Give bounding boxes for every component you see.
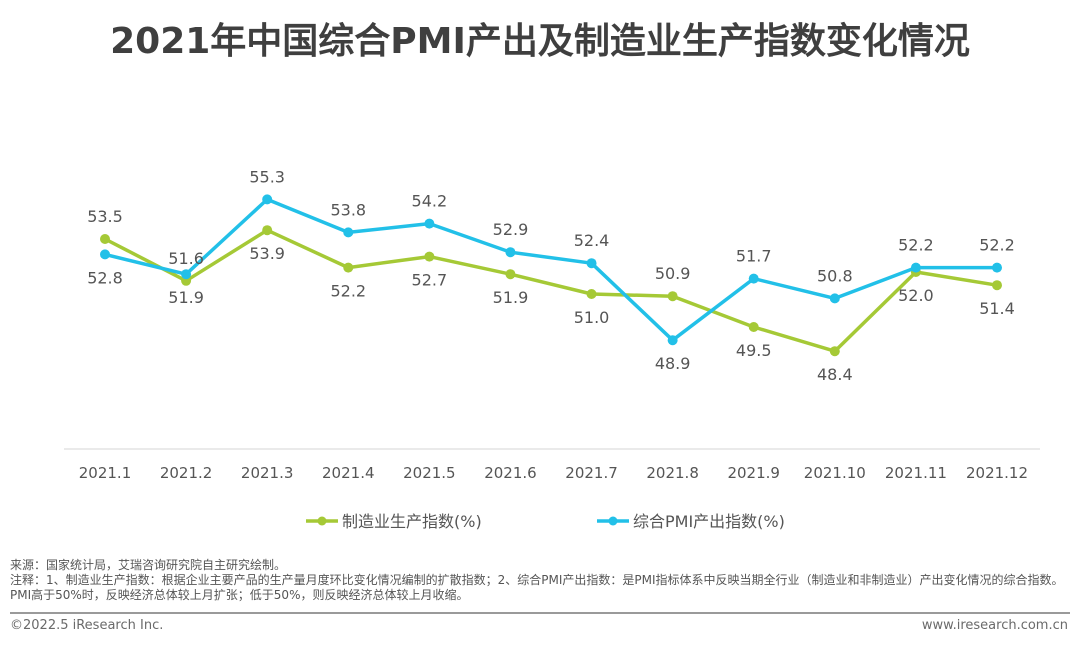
data-label: 52.8: [87, 268, 123, 287]
x-tick-label: 2021.7: [565, 464, 618, 482]
legend-label: 制造业生产指数(%): [342, 512, 482, 531]
series-layer: [100, 194, 1002, 357]
data-label: 48.4: [817, 365, 853, 384]
data-point[interactable]: [505, 269, 516, 280]
data-point[interactable]: [829, 346, 840, 357]
x-tick-label: 2021.3: [241, 464, 294, 482]
data-point[interactable]: [667, 291, 678, 302]
series-line: [104, 197, 997, 342]
data-label: 51.9: [168, 288, 204, 307]
annotation-note: 注释：1、制造业生产指数：根据企业主要产品的生产量月度环比变化情况编制的扩散指数…: [10, 573, 1064, 602]
data-point[interactable]: [829, 293, 840, 304]
data-point[interactable]: [992, 280, 1002, 291]
data-point[interactable]: [424, 218, 435, 229]
data-label: 52.2: [979, 236, 1015, 255]
x-tick-label: 2021.10: [804, 464, 866, 482]
legend-marker-icon: [608, 516, 618, 526]
data-point[interactable]: [343, 227, 354, 238]
data-label: 52.9: [493, 220, 529, 239]
data-point[interactable]: [181, 269, 192, 280]
x-tick-label: 2021.4: [322, 464, 375, 482]
data-label: 51.4: [979, 299, 1015, 318]
data-label: 50.9: [655, 264, 691, 283]
x-tick-label: 2021.5: [403, 464, 456, 482]
data-label: 53.9: [249, 244, 285, 263]
x-tick-label: 2021.9: [727, 464, 780, 482]
data-label: 54.2: [412, 192, 448, 211]
data-label: 53.8: [330, 200, 366, 219]
data-label: 52.0: [898, 286, 934, 305]
series-line: [104, 228, 998, 353]
legend-label: 综合PMI产出指数(%): [633, 512, 785, 531]
chart-title: 2021年中国综合PMI产出及制造业生产指数变化情况: [110, 21, 970, 62]
x-tick-label: 2021.12: [966, 464, 1028, 482]
data-point[interactable]: [100, 249, 110, 260]
data-label: 50.8: [817, 266, 853, 285]
copyright: ©2022.5 iResearch Inc.: [10, 618, 164, 633]
data-labels: 53.5 51.6 53.9 52.2 52.7 51.9 51.0 50.9 49.5 48.4…: [87, 167, 1015, 384]
data-point[interactable]: [992, 262, 1002, 273]
x-tick-label: 2021.1: [79, 464, 132, 482]
x-tick-label: 2021.8: [646, 464, 699, 482]
data-point[interactable]: [748, 273, 759, 284]
data-point[interactable]: [505, 247, 516, 258]
data-point[interactable]: [100, 234, 110, 244]
data-point[interactable]: [586, 289, 597, 299]
data-label: 52.2: [330, 282, 366, 301]
data-point[interactable]: [262, 225, 273, 236]
data-point[interactable]: [910, 262, 921, 273]
data-label: 49.5: [736, 341, 772, 360]
website-link[interactable]: www.iresearch.com.cn: [921, 618, 1068, 633]
data-label: 51.7: [736, 247, 772, 266]
series-1: [100, 194, 1002, 346]
notes: 来源：国家统计局，艾瑞咨询研究院自主研究绘制。 注释：1、制造业生产指数：根据企…: [10, 558, 1070, 603]
line-chart: 2021.1 2021.2 2021.3 2021.4 2021.5 2021.6 2021…: [64, 167, 1040, 531]
data-label: 51.9: [493, 288, 529, 307]
footer-divider: [10, 612, 1070, 614]
x-axis-ticks: 2021.1 2021.2 2021.3 2021.4 2021.5 2021.6 2021…: [79, 464, 1028, 482]
data-label: 55.3: [249, 167, 285, 186]
legend-item[interactable]: 综合PMI产出指数(%): [597, 512, 785, 531]
data-point[interactable]: [667, 335, 678, 346]
data-point[interactable]: [262, 194, 273, 205]
data-label: 53.5: [87, 207, 123, 226]
data-label: 52.4: [574, 231, 610, 250]
series-0: [100, 225, 1002, 357]
data-label: 52.7: [412, 271, 448, 290]
data-point[interactable]: [424, 251, 435, 262]
legend-marker-icon: [317, 516, 327, 526]
x-tick-label: 2021.6: [484, 464, 537, 482]
legend-item[interactable]: 制造业生产指数(%): [306, 512, 482, 531]
legend: 制造业生产指数(%) 综合PMI产出指数(%): [306, 512, 785, 531]
data-point[interactable]: [586, 258, 597, 269]
data-label: 48.9: [655, 354, 691, 373]
data-point[interactable]: [748, 322, 759, 332]
data-label: 51.0: [574, 308, 610, 327]
data-label: 52.2: [898, 236, 934, 255]
x-tick-label: 2021.11: [885, 464, 947, 482]
data-point[interactable]: [343, 262, 354, 273]
x-tick-label: 2021.2: [160, 464, 213, 482]
data-label: 51.6: [168, 249, 204, 268]
source-note: 来源：国家统计局，艾瑞咨询研究院自主研究绘制。: [10, 558, 287, 572]
